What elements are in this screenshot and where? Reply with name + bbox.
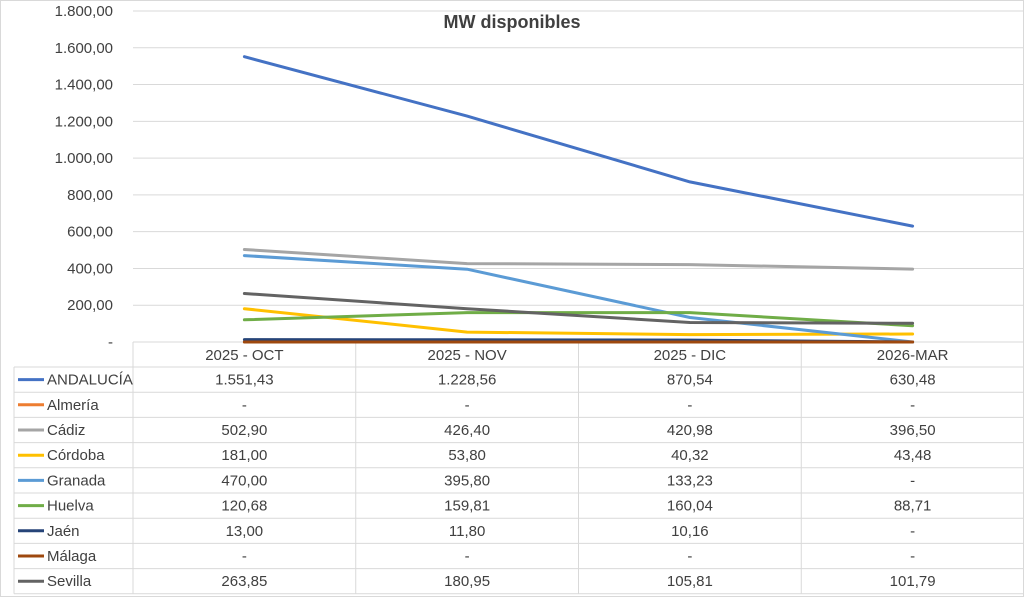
table-cell-value: 396,50 [890,422,936,439]
table-cell-value: 43,48 [894,447,932,464]
table-cell-value: 181,00 [221,447,267,464]
y-tick-label: 800,00 [67,187,113,204]
chart-title: MW disponibles [444,12,581,32]
table-cell-value: - [910,548,915,565]
table-cell-value: 88,71 [894,498,932,515]
table-cell-value: - [242,548,247,565]
y-tick-label: 200,00 [67,297,113,314]
series-line [242,307,915,337]
table-cell-value: 11,80 [449,523,485,540]
table-cell-value: 13,00 [226,523,264,540]
series-line [242,55,915,228]
table-cell-value: - [242,397,247,414]
table-cell-value: - [910,397,915,414]
table-cell-value: - [910,472,915,489]
series-name: Málaga [47,548,97,565]
series-name: Cádiz [47,422,85,439]
table-cell-value: 180,95 [444,573,490,590]
x-category-label: 2025 - DIC [654,347,727,364]
table-cell-value: 420,98 [667,422,713,439]
table-cell-value: - [465,397,470,414]
y-tick-label: 400,00 [67,260,113,277]
table-cell-value: 120,68 [221,498,267,515]
table-cell-value: 40,32 [671,447,709,464]
table-cell-value: 101,79 [890,573,936,590]
series-name: Huelva [47,498,94,515]
data-table: 2025 - OCT 2025 - NOV 2025 - DIC 2026-MAR AN… [13,342,1024,595]
table-cell-value: - [465,548,470,565]
series-line [242,311,915,328]
table-cell-value: 10,16 [671,523,709,540]
y-tick-label: 1.800,00 [55,3,113,20]
table-cell-value: 159,81 [444,498,490,515]
series-name: Jaén [47,523,80,540]
x-category-label: 2025 - NOV [428,347,507,364]
series-name: Córdoba [47,447,105,464]
series-line [242,254,915,344]
y-tick-label: 1.400,00 [55,77,113,94]
series-line [242,248,915,271]
y-tick-label: 1.200,00 [55,113,113,130]
grid-layer: - 200,00 400,00 600,00 800,00 1.000,00 1.200,0… [55,3,1024,351]
table-cell-value: 395,80 [444,472,490,489]
y-tick-label: 1.000,00 [55,150,113,167]
table-cell-value: 426,40 [444,422,490,439]
table-cell-value: 53,80 [448,447,486,464]
table-cell-value: 105,81 [667,573,713,590]
series-layer [242,55,915,344]
series-name: ANDALUCÍA [47,372,133,389]
table-cell-value: 502,90 [221,422,267,439]
table-cell-value: 1.551,43 [215,372,273,389]
y-tick-label: 600,00 [67,224,113,241]
table-cell-value: - [910,523,915,540]
table-cell-value: 870,54 [667,372,713,389]
table-cell-value: 1.228,56 [438,372,496,389]
x-category-label: 2025 - OCT [205,347,283,364]
series-line [242,292,915,325]
table-cell-value: 263,85 [221,573,267,590]
table-cell-value: - [687,548,692,565]
table-cell-value: 470,00 [221,472,267,489]
table-cell-value: 630,48 [890,372,936,389]
y-tick-label: - [108,334,113,351]
series-name: Sevilla [47,573,92,590]
table-cell-value: - [687,397,692,414]
table-cell-value: 133,23 [667,472,713,489]
x-category-label: 2026-MAR [877,347,949,364]
series-name: Almería [47,397,99,414]
series-name: Granada [47,472,106,489]
y-tick-label: 1.600,00 [55,40,113,57]
table-cell-value: 160,04 [667,498,713,515]
